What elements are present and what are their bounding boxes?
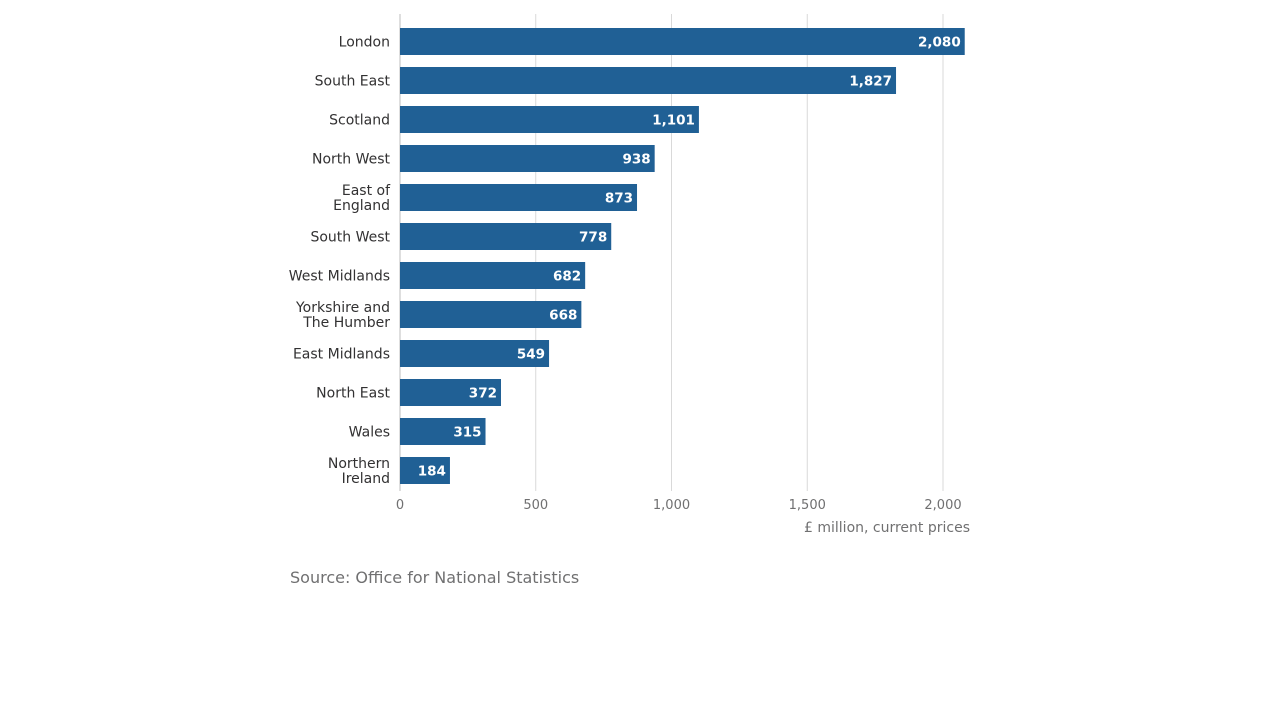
data-label: 2,080	[918, 35, 961, 51]
category-label: East of England	[333, 183, 391, 214]
bar	[400, 379, 501, 406]
data-label: 372	[469, 386, 497, 402]
source-note: Source: Office for National Statistics	[290, 568, 580, 587]
data-label: 778	[579, 230, 607, 246]
bar	[400, 106, 699, 133]
category-labels: London South East Scotland North West East o…	[289, 35, 391, 488]
x-tick-label: 1,000	[653, 498, 690, 513]
category-label: Northern Ireland	[328, 456, 390, 487]
category-label: North West	[312, 152, 391, 168]
data-label: 668	[549, 308, 577, 324]
data-label: 682	[553, 269, 581, 285]
x-axis-title: £ million, current prices	[804, 520, 970, 536]
x-tick-label: 500	[523, 498, 548, 513]
bar	[400, 145, 655, 172]
category-label: South East	[315, 74, 391, 90]
category-label: Wales	[349, 425, 390, 441]
data-label: 184	[418, 464, 446, 480]
data-label: 873	[605, 191, 633, 207]
bar	[400, 262, 586, 289]
category-label: West Midlands	[289, 269, 390, 285]
x-axis-tick-labels: 0 500 1,000 1,500 2,000	[396, 498, 962, 513]
bar	[400, 28, 965, 55]
bar	[400, 184, 638, 211]
bar	[400, 223, 612, 250]
bar	[400, 418, 486, 445]
category-label: Scotland	[329, 113, 390, 129]
bar	[400, 457, 450, 484]
category-label: East Midlands	[293, 347, 390, 363]
data-label: 1,101	[652, 113, 695, 129]
bar	[400, 301, 582, 328]
bar-chart: 2,080 1,827 1,101 938 873 778 682 668 549 372 315 1…	[289, 14, 970, 536]
data-label: 315	[453, 425, 481, 441]
bar	[400, 67, 897, 94]
bars: 2,080 1,827 1,101 938 873 778 682 668 549 372 315 1…	[400, 28, 965, 484]
x-tick-label: 0	[396, 498, 404, 513]
x-tick-label: 1,500	[789, 498, 826, 513]
category-label: North East	[316, 386, 390, 402]
bar	[400, 340, 550, 367]
data-label: 938	[622, 152, 650, 168]
category-label: London	[339, 35, 390, 51]
data-label: 1,827	[849, 74, 892, 90]
category-label: South West	[310, 230, 390, 246]
category-label: Yorkshire and The Humber	[295, 300, 390, 331]
x-tick-label: 2,000	[924, 498, 961, 513]
data-label: 549	[517, 347, 545, 363]
